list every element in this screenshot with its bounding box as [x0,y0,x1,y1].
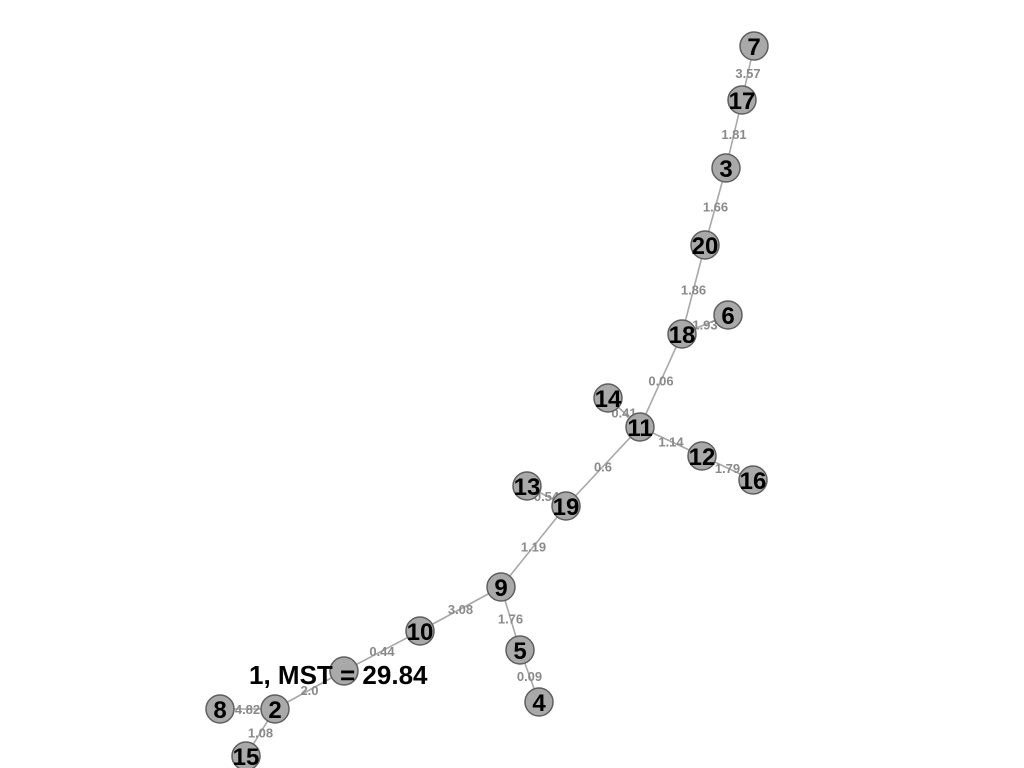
edge-9-10 [419,586,502,632]
node-11: 11 [625,412,655,442]
edge-weight-label: 1.81 [721,127,746,142]
node-circle [738,465,768,495]
node-circle [687,441,717,471]
title-layer: 1, MST = 29.84 [249,660,428,690]
node-label: 7 [747,34,760,61]
node-circle [667,319,697,349]
node-15: 15 [231,741,261,768]
edge-11-19 [565,426,641,507]
edge-weight-label: 1.79 [715,461,740,476]
node-label: 18 [669,322,696,349]
node-17: 17 [727,85,757,115]
node-18: 18 [667,319,697,349]
edge-weight-label: 4.82 [235,702,260,717]
node-circle [625,412,655,442]
node-circle [690,230,720,260]
edge-weight-label: 3.08 [448,602,473,617]
node-circle [593,383,623,413]
node-label: 2 [268,697,281,724]
node-label: 12 [689,444,716,471]
node-19: 19 [551,491,581,521]
node-label: 11 [627,415,652,442]
node-circle [405,616,435,646]
node-circle [260,694,290,724]
edge-18-11 [639,333,683,428]
edge-layer [220,45,755,757]
node-circle [551,491,581,521]
node-circle [505,635,535,665]
edge-weight-label: 2.0 [300,683,318,698]
node-16: 16 [738,465,768,495]
node-circle [205,694,235,724]
node-label: 8 [213,697,226,724]
node-layer: 2 3 45 6 7 8 9 10 11 12 13 14 15 16 17 18 19 20 [205,31,769,768]
edge-weight-label: 1.19 [521,540,546,555]
node-label: 14 [595,386,622,413]
node-circle [329,656,359,686]
node-6: 6 [713,300,743,330]
node-label: 19 [553,494,580,521]
node-label: 13 [514,474,541,501]
edge-19-9 [500,505,567,588]
node-label: 9 [494,575,507,602]
edge-weight-label: 1.76 [498,612,523,627]
node-label: 16 [740,468,767,495]
node-label: 3 [719,156,732,183]
node-label: 20 [692,233,719,260]
node-7: 7 [739,31,769,61]
node-circle [512,471,542,501]
edge-weight-label: 0.6 [594,460,612,475]
node-circle [231,741,261,768]
node-circle [713,300,743,330]
node-circle [486,572,516,602]
node-label: 5 [513,638,526,665]
node-label: 10 [407,619,434,646]
node-label: 15 [233,744,260,768]
edge-weight-label: 0.44 [369,644,395,659]
graph-title: 1, MST = 29.84 [249,660,428,690]
edge-weight-label: 0.06 [648,374,673,389]
node-3: 3 [711,153,741,183]
node-label: 17 [729,88,756,115]
node-circle [711,153,741,183]
edge-20-18 [681,244,706,335]
edge-weight-label: 1.14 [658,435,684,450]
edge-weight-label: 1.08 [248,726,273,741]
node-circle [727,85,757,115]
node-1 [329,656,359,686]
node-10: 10 [405,616,435,646]
node-4: 4 [524,687,554,717]
node-5: 5 [505,635,535,665]
node-circle [739,31,769,61]
edge-weight-label: 1.86 [681,283,706,298]
node-label: 6 [721,303,734,330]
node-circle [524,687,554,717]
node-2: 2 [260,694,290,724]
node-12: 12 [687,441,717,471]
edge-weight-label: 3.57 [735,66,760,81]
edge-weight-label: 1.93 [692,318,717,333]
node-8: 8 [205,694,235,724]
node-9: 9 [486,572,516,602]
edge-weight-label: 0.09 [517,669,542,684]
node-14: 14 [593,383,623,413]
node-20: 20 [690,230,720,260]
edge-weight-label: 1.66 [703,200,728,215]
node-13: 13 [512,471,542,501]
edge-label-layer: 3.571.811.661.861.930.060.411.141.790.60… [235,66,761,741]
node-label: 4 [532,690,546,717]
